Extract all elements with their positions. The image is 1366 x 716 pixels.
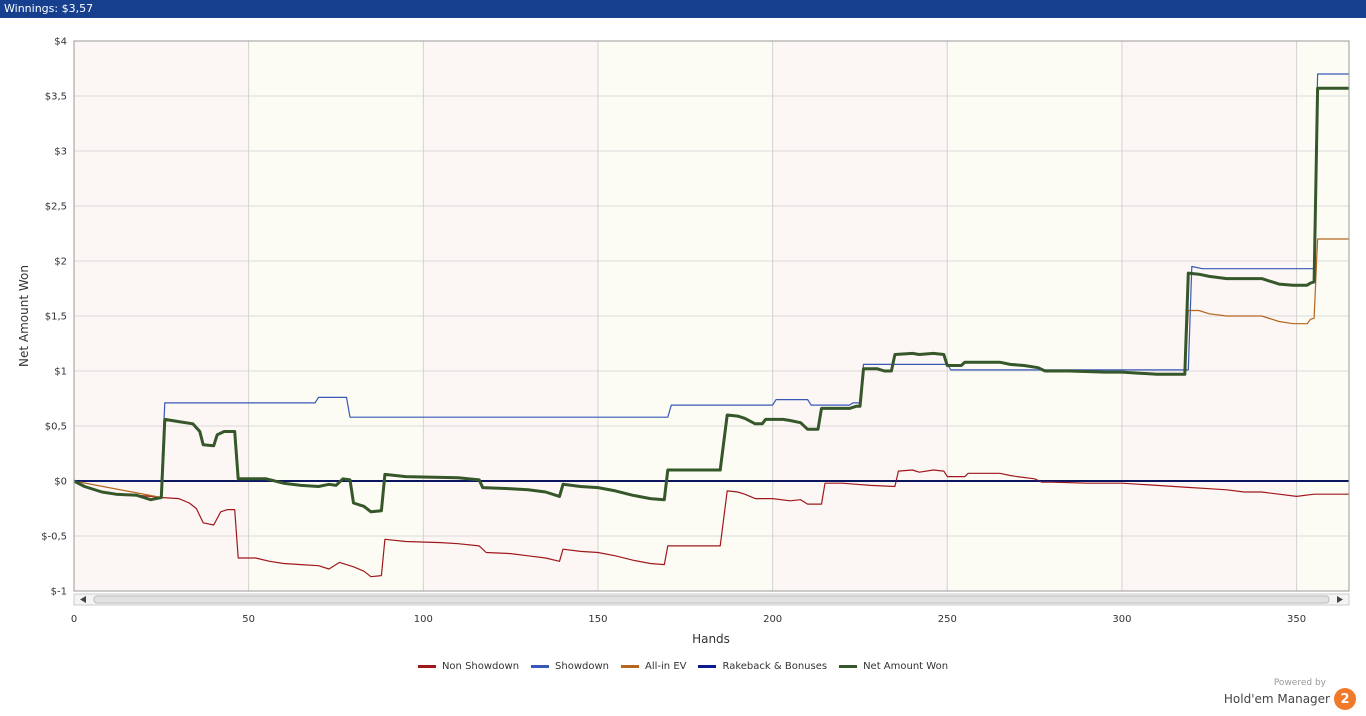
legend-label: Net Amount Won	[863, 661, 949, 672]
powered-by-label: Powered by	[1273, 678, 1326, 688]
brand-badge-icon: 2	[1334, 688, 1356, 710]
y-tick-label: $4	[54, 37, 67, 48]
plot-frame	[73, 40, 1350, 592]
y-tick-label: $0,5	[45, 422, 67, 433]
legend-swatch	[698, 665, 717, 668]
x-tick-label: 200	[763, 614, 782, 625]
legend-item-rakeback-bonuses: Rakeback & Bonuses	[698, 661, 827, 672]
y-tick-label: $3,5	[45, 92, 67, 103]
legend-swatch	[839, 665, 858, 668]
legend-label: Showdown	[555, 661, 610, 672]
x-tick-label: 150	[588, 614, 607, 625]
y-tick-label: $2	[54, 257, 67, 268]
chart-legend: Non Showdown Showdown All-in EV Rakeback & …	[0, 660, 1366, 672]
winnings-chart: $-1 $-0,5 $0 $0,5 $1 $1,5 $2 $2,5 $3 $3,5 $4 0 50 100…	[17, 37, 1350, 646]
legend-item-non-showdown: Non Showdown	[417, 661, 520, 672]
scroll-left-arrow-icon[interactable]	[80, 596, 86, 603]
brand-name: Hold'em Manager	[1223, 692, 1330, 706]
x-tick-label: 250	[938, 614, 957, 625]
series-line-non-showdown	[73, 469, 1349, 578]
legend-item-all-in-ev: All-in EV	[621, 661, 686, 672]
series-line-net-amount-won	[73, 86, 1349, 514]
legend-swatch	[621, 665, 640, 668]
y-axis-title: Net Amount Won	[17, 265, 31, 367]
y-tick-label: $1	[54, 367, 67, 378]
x-tick-label: 300	[1112, 614, 1131, 625]
y-tick-label: $0	[54, 477, 67, 488]
winnings-label: Winnings: $3,57	[4, 2, 94, 15]
y-tick-label: $1,5	[45, 312, 67, 323]
legend-label: All-in EV	[645, 661, 687, 672]
legend-swatch	[417, 665, 436, 668]
x-tick-label: 350	[1287, 614, 1306, 625]
legend-label: Rakeback & Bonuses	[722, 661, 828, 672]
y-tick-label: $-0,5	[41, 532, 67, 543]
y-tick-label: $3	[54, 147, 67, 158]
legend-label: Non Showdown	[441, 661, 520, 672]
x-tick-label: 0	[71, 614, 77, 625]
x-axis-title: Hands	[692, 632, 730, 646]
scrollbar-thumb[interactable]	[93, 595, 1330, 604]
axis-ticks: $-1 $-0,5 $0 $0,5 $1 $1,5 $2 $2,5 $3 $3,5 $4 0 50 100…	[41, 37, 1306, 626]
legend-item-net-amount-won: Net Amount Won	[839, 661, 948, 672]
legend-item-showdown: Showdown	[531, 661, 609, 672]
x-tick-label: 100	[414, 614, 433, 625]
horizontal-scrollbar[interactable]	[73, 593, 1350, 606]
plot-series	[73, 73, 1349, 578]
y-tick-label: $-1	[51, 587, 67, 598]
scroll-right-arrow-icon[interactable]	[1337, 596, 1343, 603]
series-line-showdown	[74, 73, 1349, 482]
winnings-header: Winnings: $3,57	[0, 0, 1366, 18]
x-tick-label: 50	[242, 614, 255, 625]
y-tick-label: $2,5	[45, 202, 67, 213]
legend-swatch	[531, 665, 550, 668]
brand-logo: Powered by Hold'em Manager 2	[1224, 678, 1356, 710]
